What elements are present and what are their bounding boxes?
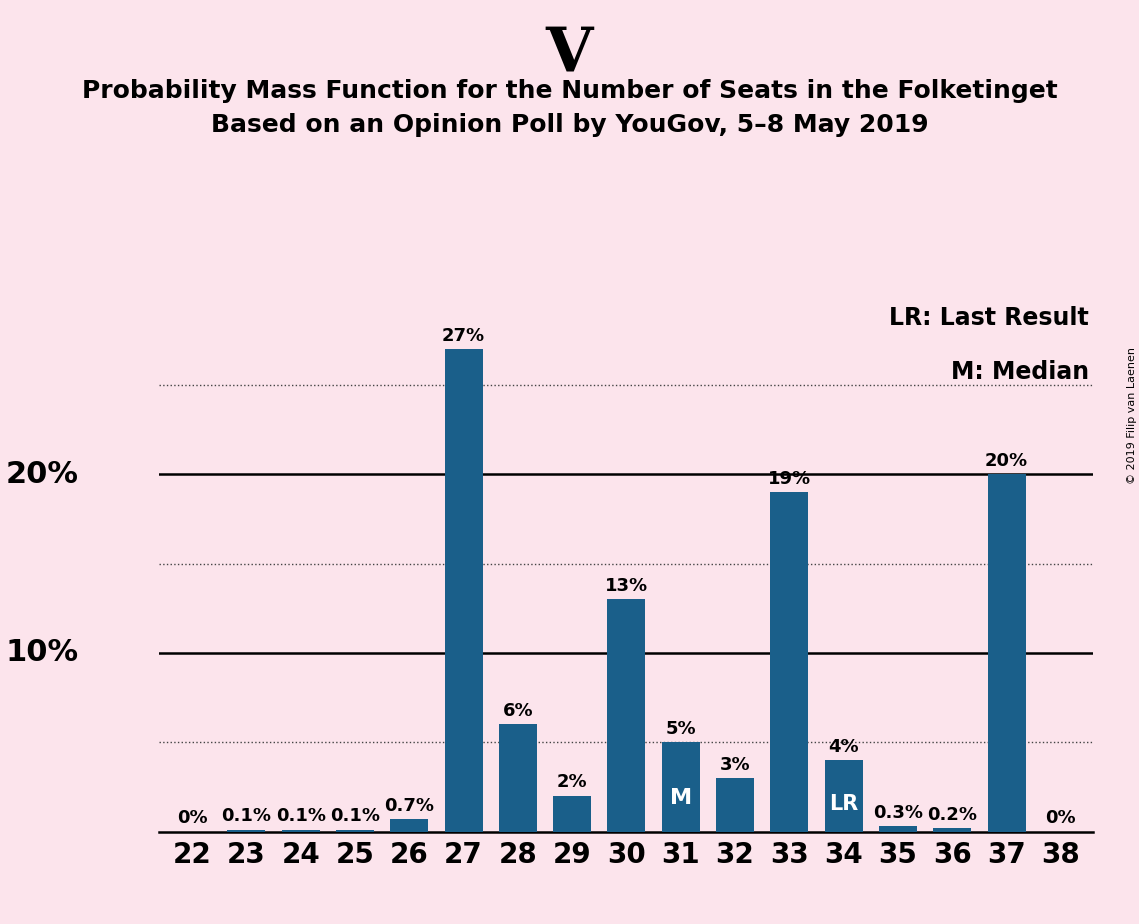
Text: 4%: 4%	[828, 737, 859, 756]
Text: 6%: 6%	[502, 702, 533, 720]
Bar	[716, 778, 754, 832]
Text: 20%: 20%	[985, 452, 1029, 470]
Bar	[770, 492, 809, 832]
Text: 3%: 3%	[720, 756, 751, 773]
Bar	[879, 826, 917, 832]
Text: LR: Last Result: LR: Last Result	[890, 307, 1089, 331]
Bar	[281, 830, 320, 832]
Bar	[554, 796, 591, 832]
Text: 13%: 13%	[605, 577, 648, 595]
Text: 5%: 5%	[665, 720, 696, 737]
Text: M: Median: M: Median	[951, 360, 1089, 384]
Bar	[444, 349, 483, 832]
Text: 0.3%: 0.3%	[872, 804, 923, 821]
Text: 0.2%: 0.2%	[927, 806, 977, 823]
Text: LR: LR	[829, 795, 859, 814]
Text: Based on an Opinion Poll by YouGov, 5–8 May 2019: Based on an Opinion Poll by YouGov, 5–8 …	[211, 113, 928, 137]
Text: Probability Mass Function for the Number of Seats in the Folketinget: Probability Mass Function for the Number…	[82, 79, 1057, 103]
Text: 0.1%: 0.1%	[276, 808, 326, 825]
Text: 2%: 2%	[557, 773, 588, 791]
Bar	[933, 828, 972, 832]
Text: M: M	[670, 787, 691, 808]
Text: © 2019 Filip van Laenen: © 2019 Filip van Laenen	[1126, 347, 1137, 484]
Bar	[336, 830, 374, 832]
Text: 0.1%: 0.1%	[221, 808, 271, 825]
Bar	[499, 724, 536, 832]
Bar	[228, 830, 265, 832]
Text: 0.7%: 0.7%	[384, 796, 434, 815]
Text: 20%: 20%	[6, 460, 79, 489]
Text: V: V	[546, 23, 593, 83]
Bar	[988, 474, 1025, 832]
Bar	[662, 742, 699, 832]
Text: 0%: 0%	[1046, 809, 1076, 827]
Text: 19%: 19%	[768, 469, 811, 488]
Bar	[825, 760, 862, 832]
Bar	[607, 600, 646, 832]
Text: 10%: 10%	[6, 638, 79, 667]
Bar	[391, 819, 428, 832]
Text: 0.1%: 0.1%	[330, 808, 380, 825]
Text: 27%: 27%	[442, 327, 485, 345]
Text: 0%: 0%	[177, 809, 207, 827]
